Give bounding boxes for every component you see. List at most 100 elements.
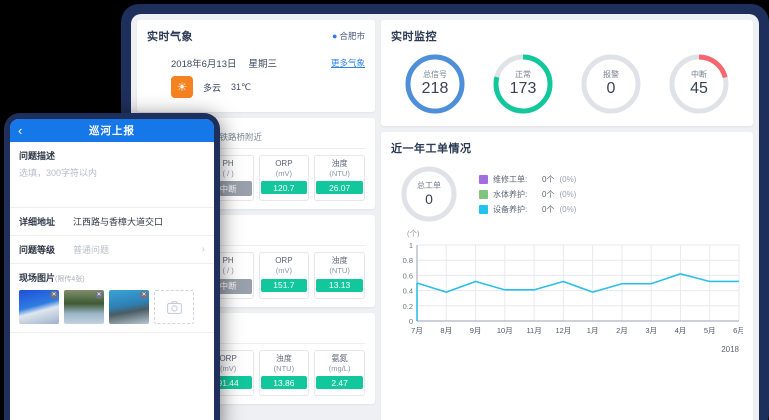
problem-level-placeholder: 普通问题 [73,245,110,255]
legend-percent: (0%) [559,174,577,184]
photo-thumb-3[interactable]: ✕ [109,290,149,324]
sensor-cell: ORP (mV) 120.7 [258,155,310,202]
sensor-unit: (mV) [275,266,292,276]
legend-name: 水体养护: [493,189,528,199]
detail-address-label: 详细地址 [19,217,56,227]
weather-date: 2018年6月13日 [171,59,237,70]
remove-icon[interactable]: ✕ [140,291,148,299]
monitor-ring-svg [581,54,641,114]
map-pin-icon: ● [332,31,338,41]
sensor-name: PH [222,159,234,168]
total-workorder-text: 总工单 0 [399,164,459,224]
workorder-summary: 总工单 0 维修工单: 0个 (0%) 水体养护: 0个 (0%) 设备养护: 0个 (0%) [399,164,743,224]
monitor-ring-svg [405,54,465,114]
legend-value: 0个 [542,189,555,199]
weather-header: 实时气象 ● 合肥市 [147,28,365,44]
chevron-left-icon[interactable]: ‹ [18,123,23,138]
problem-description-field[interactable]: 问题描述 选填，300字符以内 [10,142,214,208]
chart-x-tick: 2月 [616,326,628,335]
sensor-name: ORP [219,353,237,363]
more-weather-link[interactable]: 更多气象 [330,58,365,68]
site-photos-label: 现场图片(限传4张) [19,271,205,284]
site-photos-section: 现场图片(限传4张) ✕ ✕ ✕ [10,264,214,333]
chart-x-tick: 8月 [440,326,452,335]
dashboard-right-column: 实时监控 总信号 218 正常 173 报警 0 中断 45 近一年工单情况 总工单 [381,20,753,420]
chart-y-tick: 0 [409,317,413,326]
legend-percent: (0%) [559,204,577,214]
sensor-name: 浊度 [331,159,348,168]
sensor-name: ORP [275,256,293,266]
workorder-legend-item[interactable]: 维修工单: 0个 (0%) [479,174,576,185]
sensor-unit: (mg/L) [328,363,351,373]
sensor-unit: (mV) [275,169,292,178]
realtime-monitor-card: 实时监控 总信号 218 正常 173 报警 0 中断 45 [381,20,753,126]
weather-weekday: 星期三 [248,59,277,70]
monitor-ring[interactable]: 总信号 218 [401,50,469,118]
sensor-cell: ORP (mV) 151.7 [258,252,310,299]
mobile-app-title: 巡河上报 [89,125,135,137]
sensor-value: 2.47 [316,376,363,390]
sensor-unit: ( / ) [222,266,234,276]
workorder-legend-item[interactable]: 设备养护: 0个 (0%) [479,204,576,215]
mobile-form: 问题描述 选填，300字符以内 详细地址 江西路与香樟大道交口 问题等级 普通问… [10,142,214,333]
weather-condition-row: ☀ 多云 31℃ [171,76,365,98]
problem-level-row[interactable]: 问题等级 普通问题 › [10,236,214,264]
weather-location[interactable]: ● 合肥市 [332,30,365,42]
sensor-cell: 浊度 (NTU) 26.07 [314,155,365,202]
workorder-chart-svg: 0 0.2 0.4 0.6 0.8 1 7月 8月 9月 10月 11月 12月 1月 2月 3月 4月 5月 6… [403,241,745,335]
chart-y-tick: 0.4 [403,287,413,296]
workorder-legend-item[interactable]: 水体养护: 0个 (0%) [479,189,576,200]
detail-address-row[interactable]: 详细地址 江西路与香樟大道交口 [10,208,214,236]
total-workorder-ring-svg [401,166,457,222]
monitor-ring[interactable]: 正常 173 [489,50,557,118]
chart-y-unit: (个) [407,229,420,238]
chart-year-label: 2018 [721,345,739,354]
monitor-ring-svg [493,54,553,114]
monitor-ring-value: 0 [606,80,616,98]
sensor-unit: (mV) [220,363,237,373]
sensor-value: 151.7 [260,278,308,292]
chart-x-tick: 4月 [675,326,687,335]
legend-swatch-icon [479,204,488,214]
site-photos-hint: (限传4张) [55,276,85,283]
monitor-ring-value: 45 [690,80,708,98]
weather-date-row: 2018年6月13日 星期三 更多气象 [171,56,365,70]
sensor-unit: (NTU) [329,169,350,178]
remove-icon[interactable]: ✕ [50,291,58,299]
monitor-ring-value: 218 [421,80,449,98]
sensor-unit: (NTU) [329,266,350,276]
legend-value: 0个 [542,174,555,184]
legend-percent: (0%) [559,189,577,199]
workorder-title: 近一年工单情况 [391,143,472,155]
workorder-card: 近一年工单情况 总工单 0 维修工单: 0个 (0%) 水体养护: 0个 (0%) 设备养护… [381,132,753,420]
photo-thumb-2[interactable]: ✕ [64,290,104,324]
divider [147,148,365,149]
sensor-unit: (NTU) [273,363,295,373]
weather-card: 实时气象 ● 合肥市 2018年6月13日 星期三 更多气象 ☀ 多云 [137,20,375,112]
chart-x-tick: 5月 [704,326,716,335]
monitor-ring-text: 中断 45 [665,50,733,118]
chart-x-tick: 11月 [526,326,541,335]
sun-cloud-icon: ☀ [171,76,193,98]
monitor-ring[interactable]: 中断 45 [665,50,733,118]
sensor-cell: 浊度 (NTU) 13.86 [258,349,310,397]
legend-swatch-icon [479,174,488,184]
photo-thumb-1[interactable]: ✕ [19,290,59,324]
monitor-ring[interactable]: 报警 0 [577,50,645,118]
chevron-right-icon: › [201,244,205,255]
chart-x-tick: 3月 [645,326,657,335]
desktop-monitor-frame: 实时气象 ● 合肥市 2018年6月13日 星期三 更多气象 ☀ 多云 [121,4,769,420]
monitor-ring-label: 总信号 [423,70,447,80]
total-workorder-value: 0 [425,191,433,208]
add-photo-button[interactable] [154,290,194,324]
remove-icon[interactable]: ✕ [95,291,103,299]
chart-x-tick: 1月 [587,326,599,335]
divider [147,245,365,247]
problem-description-placeholder: 选填，300字符以内 [19,168,98,178]
sensor-name: 浊度 [331,256,348,266]
problem-description-label: 问题描述 [19,151,56,161]
monitor-ring-svg [669,54,729,114]
site-photos-title: 现场图片 [19,273,56,283]
monitor-rings: 总信号 218 正常 173 报警 0 中断 45 [391,50,743,118]
legend-swatch-icon [479,189,488,199]
